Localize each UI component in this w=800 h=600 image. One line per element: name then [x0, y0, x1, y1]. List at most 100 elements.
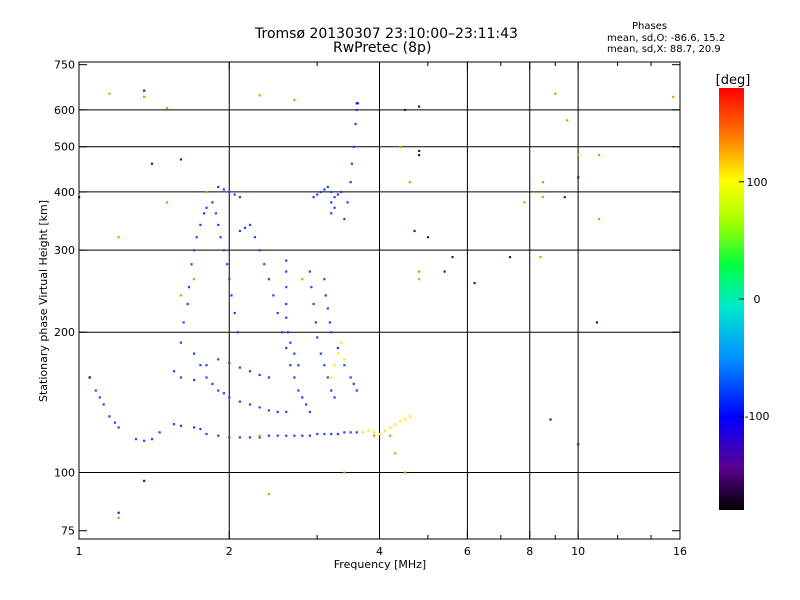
- x-tick-label: 6: [464, 545, 471, 558]
- data-point: [243, 226, 247, 230]
- data-point: [267, 376, 270, 379]
- data-point: [248, 223, 252, 227]
- y-tick-label: 750: [54, 59, 75, 72]
- data-point: [418, 105, 421, 108]
- data-point: [158, 431, 161, 434]
- data-point: [193, 278, 196, 281]
- data-point: [333, 396, 336, 399]
- data-point: [343, 217, 346, 221]
- axis-ticks: [78, 62, 681, 539]
- colorbar-label: [deg]: [716, 73, 751, 88]
- data-point: [289, 341, 292, 344]
- phases-line-o: mean, sd,O: -86.6, 15.2: [607, 33, 726, 44]
- data-point: [222, 392, 225, 395]
- data-point: [340, 190, 343, 194]
- data-point: [226, 263, 229, 266]
- data-point: [319, 190, 322, 194]
- data-point: [418, 154, 421, 157]
- data-point: [577, 154, 580, 157]
- data-point: [222, 188, 225, 191]
- x-tick-label: 16: [673, 545, 687, 558]
- data-point: [336, 352, 340, 355]
- data-point: [333, 364, 336, 367]
- data-point: [248, 403, 252, 406]
- data-point: [383, 429, 387, 432]
- data-point: [205, 432, 208, 436]
- data-point: [326, 307, 329, 310]
- colorbar-tick-label: 0: [754, 293, 761, 306]
- data-point: [308, 434, 311, 437]
- data-point: [193, 249, 196, 252]
- data-point: [150, 162, 154, 165]
- data-point: [316, 193, 319, 196]
- y-axis-label: Stationary phase Virtual Height [km]: [37, 200, 50, 402]
- data-point: [355, 431, 358, 434]
- data-point: [285, 434, 288, 437]
- data-point: [418, 149, 421, 153]
- data-point: [373, 434, 376, 437]
- data-point: [285, 346, 288, 350]
- colorbar-tick-label: -100: [745, 410, 770, 423]
- data-point: [508, 256, 512, 259]
- y-tick-label: 300: [54, 244, 75, 257]
- data-point: [172, 370, 176, 373]
- data-point: [258, 434, 261, 437]
- data-point: [523, 201, 526, 204]
- data-point: [343, 358, 346, 361]
- chart-title: Tromsø 20130307 23:10:00–23:11:43: [255, 26, 518, 42]
- data-point: [563, 196, 566, 199]
- data-point: [186, 302, 189, 306]
- data-point: [258, 406, 261, 409]
- data-point: [349, 431, 352, 434]
- data-point: [267, 409, 270, 412]
- data-point: [236, 331, 239, 334]
- data-point: [202, 212, 206, 215]
- data-point: [404, 108, 407, 112]
- data-point: [399, 419, 402, 423]
- data-point: [143, 479, 146, 482]
- data-point: [172, 423, 176, 426]
- data-point: [330, 190, 333, 194]
- data-point: [404, 471, 407, 474]
- data-point: [179, 294, 183, 297]
- data-point: [117, 236, 120, 239]
- data-point: [143, 439, 146, 442]
- data-point: [336, 432, 340, 436]
- data-point: [305, 403, 308, 406]
- data-point: [211, 201, 214, 204]
- phases-title: Phases: [632, 21, 668, 32]
- x-tick-labels: 1 2 4 6 8 10 16: [76, 545, 688, 558]
- data-point: [319, 352, 322, 355]
- data-point: [228, 190, 231, 194]
- data-point: [343, 471, 346, 474]
- data-point: [187, 286, 191, 289]
- data-point: [367, 429, 370, 432]
- data-point: [308, 410, 311, 413]
- data-point: [343, 431, 346, 434]
- data-point: [355, 102, 358, 105]
- x-tick-label: 4: [376, 545, 383, 558]
- data-point: [179, 158, 183, 161]
- data-point: [577, 443, 580, 446]
- x-tick-label: 10: [571, 545, 585, 558]
- data-point: [267, 492, 270, 496]
- data-point: [301, 278, 304, 281]
- data-point: [297, 389, 300, 392]
- data-point: [577, 176, 580, 179]
- data-point: [205, 376, 208, 379]
- data-point: [389, 426, 392, 429]
- data-point: [179, 341, 183, 344]
- data-point: [150, 438, 154, 441]
- grid-lines: [79, 62, 680, 539]
- y-tick-label: 100: [54, 467, 75, 480]
- data-point: [248, 370, 252, 373]
- data-point: [399, 145, 402, 148]
- data-point: [258, 249, 261, 252]
- data-point: [102, 403, 105, 406]
- data-point: [248, 436, 252, 439]
- data-point: [179, 424, 183, 427]
- data-point: [373, 431, 376, 434]
- data-point: [258, 373, 261, 377]
- data-point: [217, 389, 220, 392]
